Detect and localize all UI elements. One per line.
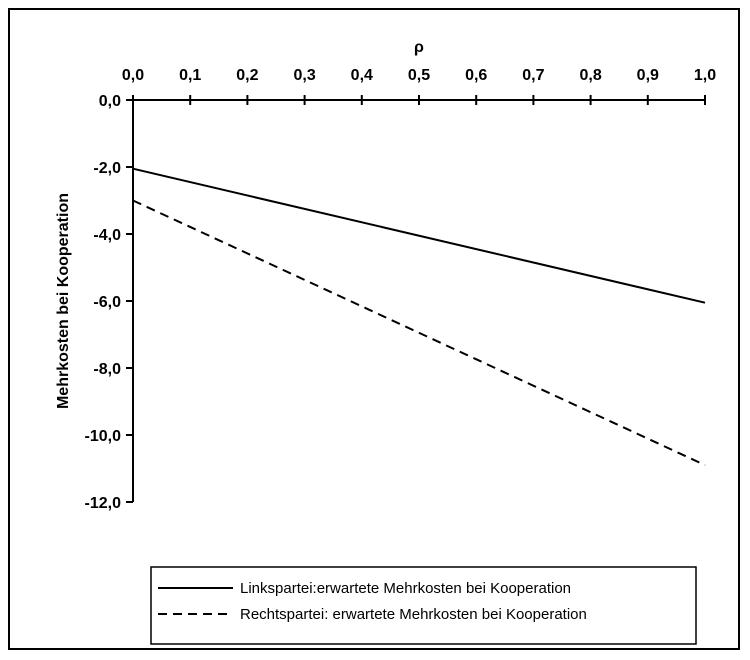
x-tick-label: 0,7 [522, 67, 544, 84]
series-line-linkspartei [132, 167, 706, 304]
y-tick-label: -10,0 [85, 428, 122, 445]
series-line-rechtspartei [132, 199, 706, 467]
y-tick-label: -4,0 [93, 227, 121, 244]
x-tick-label: 0,0 [122, 67, 144, 84]
legend: Linkspartei:erwartete Mehrkosten bei Koo… [150, 566, 697, 645]
x-tick-label: 0,3 [293, 67, 315, 84]
x-tick-label: 0,9 [637, 67, 659, 84]
x-tick-label: 0,4 [351, 67, 373, 84]
x-axis-title: ρ [414, 39, 424, 56]
x-tick-label: 0,6 [465, 67, 487, 84]
y-tick-label: -12,0 [85, 495, 122, 512]
chart-frame [8, 8, 740, 650]
x-tick-label: 0,1 [179, 67, 201, 84]
axes: 0,0 0,1 0,2 0,3 0,4 0,5 0,6 0,7 0,8 0,9 1,0 0,0 -2,0… [55, 39, 716, 512]
y-tick-label: 0,0 [99, 93, 121, 110]
legend-label: Linkspartei:erwartete Mehrkosten bei Koo… [240, 580, 571, 597]
legend-box [150, 566, 697, 645]
y-tick-label: -6,0 [93, 294, 121, 311]
legend-label: Rechtspartei: erwartete Mehrkosten bei K… [240, 606, 587, 623]
x-tick-label: 0,5 [408, 67, 430, 84]
y-axis-title: Mehrkosten bei Kooperation [55, 193, 72, 409]
x-tick-label: 1,0 [694, 67, 716, 84]
y-tick-label: -8,0 [93, 361, 121, 378]
x-tick-label: 0,8 [579, 67, 601, 84]
series-layer [132, 167, 706, 467]
y-tick-label: -2,0 [93, 160, 121, 177]
x-tick-label: 0,2 [236, 67, 258, 84]
